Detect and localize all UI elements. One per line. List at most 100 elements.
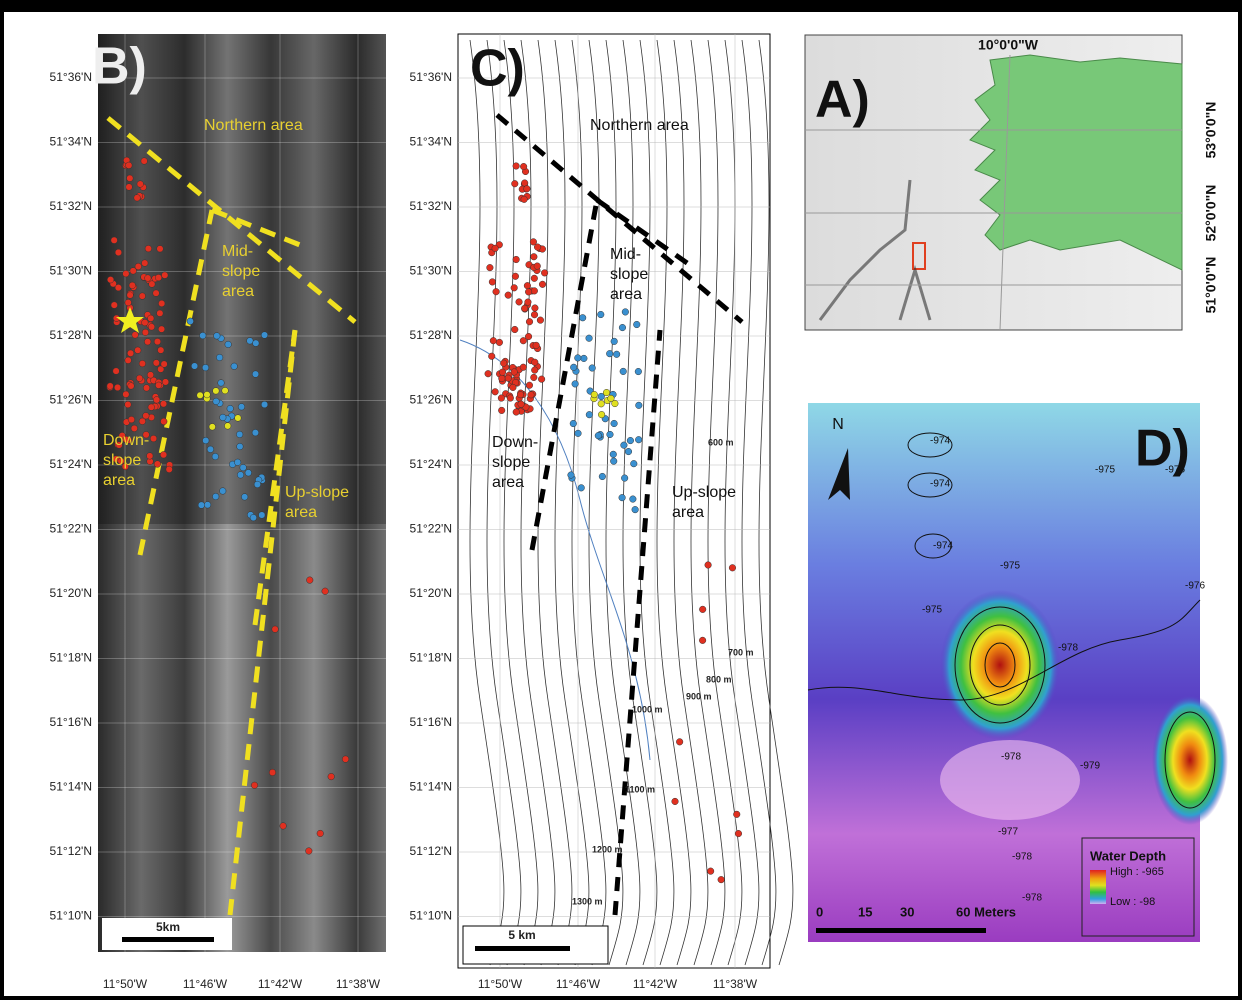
sample-point (154, 338, 161, 345)
sample-point (134, 347, 141, 354)
lat-label: 51°26'N (50, 393, 92, 407)
sample-point (251, 782, 258, 789)
sample-point (237, 443, 244, 450)
area-label: area (103, 472, 135, 489)
sample-point (518, 401, 525, 408)
sample-point (499, 375, 506, 382)
area-label: slope (103, 452, 141, 469)
ireland-land (970, 55, 1182, 270)
sample-point (533, 342, 540, 349)
sample-point (511, 285, 518, 292)
sample-point (492, 388, 499, 395)
sample-point (126, 184, 133, 191)
sample-point (489, 279, 496, 286)
lat-label: 51°12'N (50, 844, 92, 858)
contour-label: -974 (930, 479, 950, 490)
sample-point (146, 453, 153, 460)
sample-point (512, 273, 519, 280)
sample-point (153, 360, 160, 367)
sample-point (322, 588, 329, 595)
area-label: Northern area (204, 117, 303, 134)
sample-point (107, 276, 114, 283)
sample-point (139, 293, 146, 300)
sample-point (247, 338, 254, 345)
sample-point (236, 431, 243, 438)
sample-point (538, 376, 545, 383)
sample-point (141, 260, 148, 267)
sample-point (578, 485, 585, 492)
lat-label: 51°30'N (50, 264, 92, 278)
sample-point (511, 180, 518, 187)
sample-point (128, 383, 135, 390)
area-label: Mid- (610, 246, 641, 263)
scale-label: 0 (816, 904, 823, 919)
sample-point (160, 418, 167, 425)
area-label: area (672, 504, 704, 521)
sample-point (132, 332, 139, 339)
sample-point (139, 360, 146, 367)
sample-point (632, 506, 639, 513)
sample-point (197, 392, 204, 399)
lat-label: 51°16'N (50, 715, 92, 729)
area-label: Down- (492, 434, 538, 451)
scale-label: 5 km (508, 928, 535, 942)
sample-point (534, 263, 541, 270)
lat-label: 51°18'N (410, 651, 452, 665)
sample-point (531, 253, 538, 260)
lat-label: 51°20'N (410, 586, 452, 600)
sample-point (599, 473, 606, 480)
sample-point (317, 830, 324, 837)
sample-point (517, 391, 524, 398)
sample-point (589, 365, 596, 372)
sample-point (539, 281, 546, 288)
sample-point (212, 493, 219, 500)
sample-point (606, 350, 613, 357)
contour-label: -975 (1000, 561, 1020, 572)
sample-point (204, 391, 211, 398)
contour-label: -976 (1185, 581, 1205, 592)
sample-point (155, 274, 162, 281)
lat-label: 51°14'N (410, 780, 452, 794)
lon-label: 11°38'W (336, 977, 381, 991)
contour-label: -978 (1058, 643, 1078, 654)
panel-label: D) (1135, 420, 1190, 478)
sample-point (707, 868, 714, 875)
sample-point (280, 823, 287, 830)
sample-point (134, 195, 141, 202)
sample-point (621, 475, 628, 482)
lat-label: 51°32'N (410, 199, 452, 213)
panel-label: B) (92, 38, 147, 96)
sample-point (507, 395, 514, 402)
sample-point (202, 364, 209, 371)
contour-label: -975 (1095, 465, 1115, 476)
lat-label: 51°24'N (50, 457, 92, 471)
sample-point (148, 324, 155, 331)
north-label: N (832, 416, 844, 433)
sample-point (207, 446, 214, 453)
sample-point (216, 354, 223, 361)
mound (940, 590, 1060, 740)
sample-point (154, 461, 161, 468)
lat-label: 51°10'N (410, 909, 452, 923)
sample-point (148, 404, 155, 411)
sample-point (619, 494, 626, 501)
lat-label: 51°22'N (410, 522, 452, 536)
sample-point (699, 606, 706, 613)
sample-point (619, 324, 626, 331)
sample-point (541, 270, 548, 277)
sample-point (135, 263, 142, 270)
lon-label: 11°38'W (713, 977, 758, 991)
sample-point (532, 359, 539, 366)
sample-point (505, 292, 512, 299)
lat-label: 52°0'0"N (1203, 185, 1219, 242)
sample-point (142, 319, 149, 326)
sample-point (635, 436, 642, 443)
sample-point (705, 562, 712, 569)
sample-point (672, 798, 679, 805)
sample-point (241, 494, 248, 501)
lat-label: 51°22'N (50, 522, 92, 536)
contour-label: 1300 m (572, 896, 603, 906)
contour-label: -977 (998, 827, 1018, 838)
sample-point (131, 425, 138, 432)
area-label: slope (610, 266, 648, 283)
